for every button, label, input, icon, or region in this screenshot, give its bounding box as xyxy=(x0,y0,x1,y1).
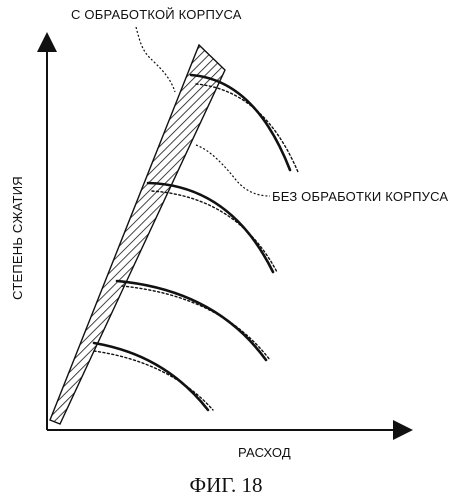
leader-without-treatment xyxy=(195,144,271,197)
speed-line-2-untreated xyxy=(121,285,271,361)
x-axis-label: РАСХОД xyxy=(238,445,291,460)
speed-line-1-treated xyxy=(92,341,210,412)
label-with-treatment: С ОБРАБОТКОЙ КОРПУСА xyxy=(71,7,242,22)
speed-line-2-treated xyxy=(115,279,268,362)
figure-caption: ФИГ. 18 xyxy=(189,473,262,497)
speed-line-3-treated xyxy=(146,181,275,274)
label-without-treatment: БЕЗ ОБРАБОТКИ КОРПУСА xyxy=(272,189,448,204)
leader-with-treatment xyxy=(135,26,176,93)
speed-line-4-treated xyxy=(189,73,292,172)
speed-line-4-untreated xyxy=(195,83,299,173)
y-axis-label: СТЕПЕНЬ СЖАТИЯ xyxy=(10,176,25,300)
speed-line-3-untreated xyxy=(151,190,278,273)
speed-line-1-untreated xyxy=(93,350,214,411)
surge-margin-band xyxy=(49,43,226,425)
